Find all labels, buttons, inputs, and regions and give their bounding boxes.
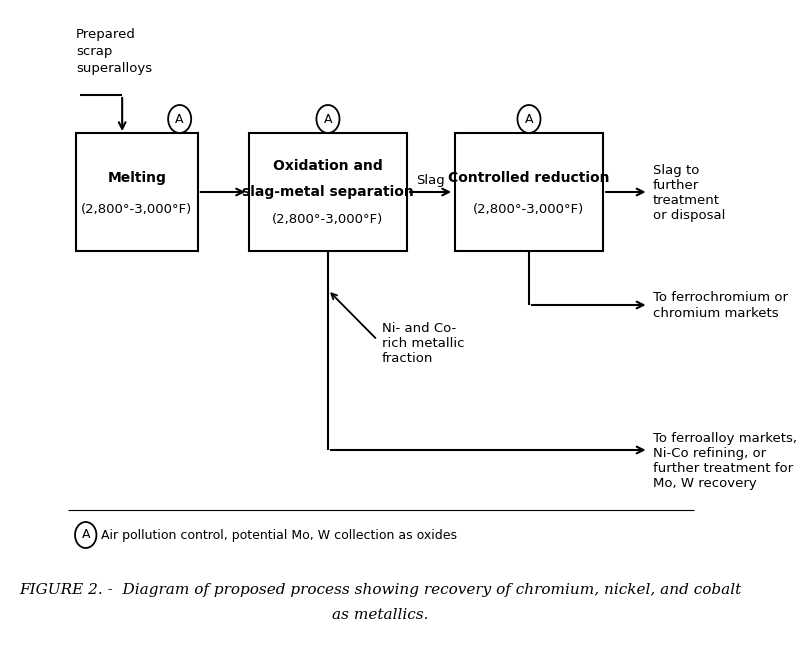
Text: A: A [324,113,332,125]
Text: further: further [653,178,699,192]
Text: scrap: scrap [76,45,112,58]
Text: as metallics.: as metallics. [333,608,429,622]
Text: rich metallic: rich metallic [382,336,464,350]
Text: Air pollution control, potential Mo, W collection as oxides: Air pollution control, potential Mo, W c… [101,529,457,541]
Text: Slag: Slag [417,174,446,186]
Bar [76,133,198,251]
Circle shape [317,105,339,133]
Text: (2,800°-3,000°F): (2,800°-3,000°F) [272,212,383,226]
Text: treatment: treatment [653,194,719,206]
Text: Ni- and Co-: Ni- and Co- [382,322,456,334]
Text: FIGURE 2. -  Diagram of proposed process showing recovery of chromium, nickel, a: FIGURE 2. - Diagram of proposed process … [19,583,742,597]
Bar [455,133,603,251]
Text: Oxidation and: Oxidation and [273,159,383,173]
Circle shape [168,105,191,133]
Text: To ferroalloy markets,: To ferroalloy markets, [653,431,797,444]
Text: Mo, W recovery: Mo, W recovery [653,476,756,490]
Text: superalloys: superalloys [76,62,152,75]
Bar [249,133,407,251]
Text: fraction: fraction [382,352,433,364]
Text: Prepared: Prepared [76,28,136,41]
Text: (2,800°-3,000°F): (2,800°-3,000°F) [81,203,193,216]
Text: Melting: Melting [107,171,166,185]
Text: Slag to: Slag to [653,163,699,176]
Text: Ni-Co refining, or: Ni-Co refining, or [653,446,766,460]
Text: further treatment for: further treatment for [653,462,793,474]
Text: chromium markets: chromium markets [653,306,778,320]
Text: slag-metal separation: slag-metal separation [242,185,414,199]
Circle shape [75,522,97,548]
Text: A: A [525,113,534,125]
Text: (2,800°-3,000°F): (2,800°-3,000°F) [474,203,585,216]
Text: To ferrochromium or: To ferrochromium or [653,291,787,304]
Text: Controlled reduction: Controlled reduction [448,171,610,185]
Text: A: A [82,529,90,541]
Text: A: A [175,113,184,125]
Text: or disposal: or disposal [653,208,725,222]
Circle shape [518,105,541,133]
